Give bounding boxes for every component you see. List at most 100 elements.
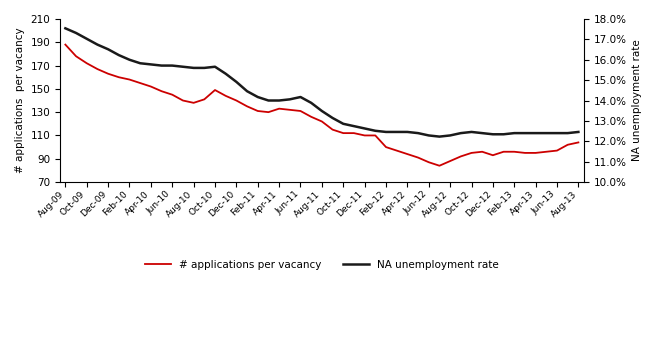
# applications per vacancy (564, 143, 572, 147)
# applications per vacancy (382, 145, 390, 149)
NA unemployment rate (318, 109, 326, 113)
# applications per vacancy (136, 81, 144, 85)
# applications per vacancy (83, 61, 91, 65)
NA unemployment rate (72, 31, 80, 35)
# applications per vacancy (222, 94, 230, 98)
NA unemployment rate (564, 131, 572, 135)
# applications per vacancy (553, 149, 561, 153)
NA unemployment rate (275, 99, 283, 103)
NA unemployment rate (200, 66, 208, 70)
NA unemployment rate (83, 37, 91, 41)
Line: # applications per vacancy: # applications per vacancy (66, 45, 578, 166)
# applications per vacancy (200, 97, 208, 101)
# applications per vacancy (168, 93, 176, 97)
# applications per vacancy (478, 150, 486, 154)
NA unemployment rate (436, 134, 443, 139)
NA unemployment rate (179, 65, 187, 69)
# applications per vacancy (328, 127, 336, 132)
NA unemployment rate (489, 132, 497, 136)
NA unemployment rate (93, 43, 101, 47)
# applications per vacancy (532, 151, 539, 155)
NA unemployment rate (136, 61, 144, 65)
# applications per vacancy (499, 150, 507, 154)
# applications per vacancy (436, 164, 443, 168)
# applications per vacancy (72, 54, 80, 58)
NA unemployment rate (286, 97, 294, 101)
NA unemployment rate (158, 63, 166, 68)
# applications per vacancy (307, 115, 315, 119)
Line: NA unemployment rate: NA unemployment rate (66, 28, 578, 137)
NA unemployment rate (104, 47, 112, 51)
NA unemployment rate (233, 80, 240, 84)
NA unemployment rate (371, 129, 379, 133)
NA unemployment rate (361, 126, 369, 131)
NA unemployment rate (425, 133, 433, 138)
# applications per vacancy (243, 104, 251, 108)
NA unemployment rate (382, 130, 390, 134)
NA unemployment rate (147, 62, 155, 67)
# applications per vacancy (265, 110, 273, 114)
# applications per vacancy (179, 99, 187, 103)
# applications per vacancy (286, 108, 294, 112)
# applications per vacancy (403, 152, 411, 156)
# applications per vacancy (425, 160, 433, 164)
NA unemployment rate (190, 66, 198, 70)
Legend: # applications per vacancy, NA unemployment rate: # applications per vacancy, NA unemploym… (141, 256, 503, 274)
NA unemployment rate (499, 132, 507, 136)
NA unemployment rate (254, 95, 261, 99)
# applications per vacancy (211, 88, 219, 92)
NA unemployment rate (414, 131, 422, 135)
NA unemployment rate (222, 71, 230, 76)
# applications per vacancy (296, 109, 304, 113)
NA unemployment rate (521, 131, 529, 135)
NA unemployment rate (457, 131, 464, 135)
# applications per vacancy (489, 153, 497, 157)
# applications per vacancy (318, 119, 326, 124)
# applications per vacancy (457, 154, 464, 158)
# applications per vacancy (510, 150, 518, 154)
# applications per vacancy (190, 101, 198, 105)
NA unemployment rate (265, 99, 273, 103)
# applications per vacancy (125, 77, 133, 82)
# applications per vacancy (543, 150, 551, 154)
# applications per vacancy (254, 109, 261, 113)
# applications per vacancy (350, 131, 358, 135)
NA unemployment rate (403, 130, 411, 134)
NA unemployment rate (393, 130, 401, 134)
# applications per vacancy (104, 71, 112, 76)
NA unemployment rate (543, 131, 551, 135)
NA unemployment rate (328, 116, 336, 120)
# applications per vacancy (275, 107, 283, 111)
NA unemployment rate (211, 65, 219, 69)
NA unemployment rate (115, 53, 123, 57)
NA unemployment rate (350, 124, 358, 128)
# applications per vacancy (361, 133, 369, 138)
# applications per vacancy (393, 149, 401, 153)
NA unemployment rate (446, 133, 454, 138)
NA unemployment rate (468, 130, 476, 134)
NA unemployment rate (168, 63, 176, 68)
# applications per vacancy (233, 99, 240, 103)
NA unemployment rate (307, 101, 315, 105)
NA unemployment rate (243, 89, 251, 93)
# applications per vacancy (158, 89, 166, 93)
# applications per vacancy (93, 67, 101, 71)
NA unemployment rate (296, 95, 304, 99)
NA unemployment rate (62, 26, 70, 30)
# applications per vacancy (574, 140, 582, 145)
NA unemployment rate (574, 130, 582, 134)
# applications per vacancy (371, 133, 379, 138)
# applications per vacancy (339, 131, 347, 135)
# applications per vacancy (115, 75, 123, 79)
# applications per vacancy (521, 151, 529, 155)
NA unemployment rate (532, 131, 539, 135)
# applications per vacancy (468, 151, 476, 155)
NA unemployment rate (125, 58, 133, 62)
# applications per vacancy (446, 159, 454, 163)
Y-axis label: # applications  per vacancy: # applications per vacancy (15, 28, 25, 173)
# applications per vacancy (414, 156, 422, 160)
NA unemployment rate (510, 131, 518, 135)
NA unemployment rate (553, 131, 561, 135)
NA unemployment rate (339, 122, 347, 126)
NA unemployment rate (478, 131, 486, 135)
